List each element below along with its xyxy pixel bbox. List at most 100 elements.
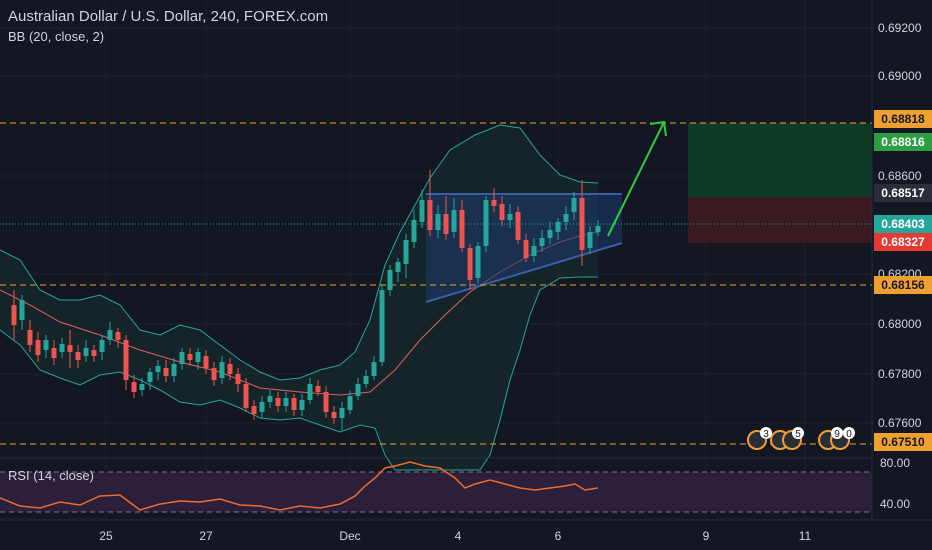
candle-body	[427, 200, 433, 230]
profit-zone	[688, 123, 872, 197]
candle-body	[355, 384, 361, 396]
loss-zone	[688, 197, 872, 243]
candle-body	[451, 210, 457, 232]
candle-body	[315, 386, 321, 392]
price-label: 0.68816	[881, 135, 925, 149]
rsi-tick-label: 40.00	[880, 497, 910, 511]
candle-body	[459, 210, 465, 248]
candle-body	[35, 340, 41, 355]
candle-body	[259, 402, 265, 412]
candle-body	[67, 345, 73, 352]
candle-body	[587, 232, 593, 248]
candle-body	[267, 396, 273, 402]
candle-body	[299, 400, 305, 410]
rsi-label: RSI (14, close)	[8, 468, 94, 483]
candle-body	[235, 374, 241, 384]
x-tick-label: 25	[99, 529, 113, 543]
bollinger-bands	[0, 124, 599, 471]
event-badge-icon	[792, 427, 804, 439]
candle-body	[443, 214, 449, 234]
candle-body	[403, 240, 409, 264]
indicator-label: BB (20, close, 2)	[8, 29, 105, 44]
chart-title: Australian Dollar / U.S. Dollar, 240, FO…	[8, 8, 329, 25]
candle-body	[19, 300, 25, 320]
candle-body	[227, 364, 233, 374]
candle-body	[595, 226, 601, 232]
candle-body	[91, 350, 97, 356]
candle-body	[139, 384, 145, 390]
candle-body	[547, 230, 553, 238]
x-tick-label: Dec	[339, 529, 360, 543]
rsi-pane	[0, 457, 872, 513]
candle-body	[11, 305, 17, 325]
candle-body	[179, 352, 185, 364]
candle-body	[147, 372, 153, 382]
rsi-line	[0, 461, 599, 511]
price-label: 0.68818	[881, 112, 925, 126]
candle-body	[99, 340, 105, 352]
price-label: 0.68327	[881, 235, 925, 249]
price-label: 0.68517	[881, 186, 925, 200]
candle-body	[571, 198, 577, 212]
y-tick-label: 0.67600	[878, 416, 922, 430]
candle-body	[387, 270, 393, 290]
candle-body	[171, 364, 177, 376]
triangle-bottom-line	[425, 242, 623, 303]
price-label-bg	[874, 110, 932, 128]
candle-body	[507, 214, 513, 220]
candle-body	[363, 376, 369, 384]
price-label-bg	[874, 233, 932, 251]
x-tick-label: 6	[555, 529, 562, 543]
price-label-bg	[874, 276, 932, 294]
x-tick-label: 11	[799, 529, 812, 543]
y-tick-label: 0.69000	[878, 69, 922, 83]
candle-body	[371, 362, 377, 376]
y-tick-label: 0.68000	[878, 317, 922, 331]
projection-arrow-line	[607, 121, 665, 237]
price-label-bg	[874, 184, 932, 202]
candle-body	[475, 246, 481, 278]
event-badge-icon	[843, 427, 855, 439]
candle-body	[115, 332, 121, 340]
candle-body	[555, 222, 561, 232]
candle-body	[579, 198, 585, 250]
candle-body	[435, 214, 441, 230]
candle-body	[307, 384, 313, 400]
event-badge-icon	[831, 427, 843, 439]
time-axis-bg	[0, 520, 932, 550]
candle-body	[483, 200, 489, 246]
candle-body	[219, 362, 225, 378]
candle-body	[43, 340, 49, 350]
x-tick-label: 27	[199, 529, 213, 543]
price-label-bg	[874, 133, 932, 151]
price-label-bg	[874, 433, 932, 451]
price-label: 0.67510	[881, 435, 925, 449]
candle-body	[539, 238, 545, 246]
bb-lower-line	[0, 276, 598, 471]
candle-body	[187, 354, 193, 360]
x-tick-label: 4	[455, 529, 462, 543]
candle-body	[251, 406, 257, 414]
candle-body	[131, 382, 137, 392]
candle-body	[379, 290, 385, 362]
price-label: 0.68156	[881, 278, 925, 292]
time-axis: 25 27 Dec 4 6 9 11	[0, 519, 932, 550]
candle-body	[499, 204, 505, 220]
candle-body	[411, 220, 417, 242]
candles	[11, 170, 601, 430]
candle-body	[163, 368, 169, 376]
event-badge-count: 9	[834, 429, 840, 440]
candle-body	[275, 398, 281, 406]
horizontal-lines	[0, 122, 872, 445]
candle-body	[523, 240, 529, 258]
event-badge-icon	[760, 427, 772, 439]
projection-arrow	[607, 120, 667, 237]
bb-upper-line	[0, 124, 599, 381]
candle-body	[563, 214, 569, 222]
rsi-band	[0, 472, 872, 512]
candle-body	[323, 392, 329, 412]
candle-body	[243, 384, 249, 408]
candle-body	[491, 200, 497, 206]
